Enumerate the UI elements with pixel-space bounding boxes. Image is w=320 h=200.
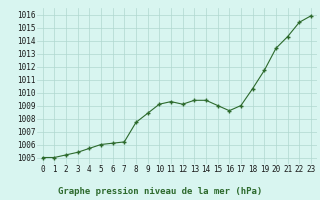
- Text: Graphe pression niveau de la mer (hPa): Graphe pression niveau de la mer (hPa): [58, 187, 262, 196]
